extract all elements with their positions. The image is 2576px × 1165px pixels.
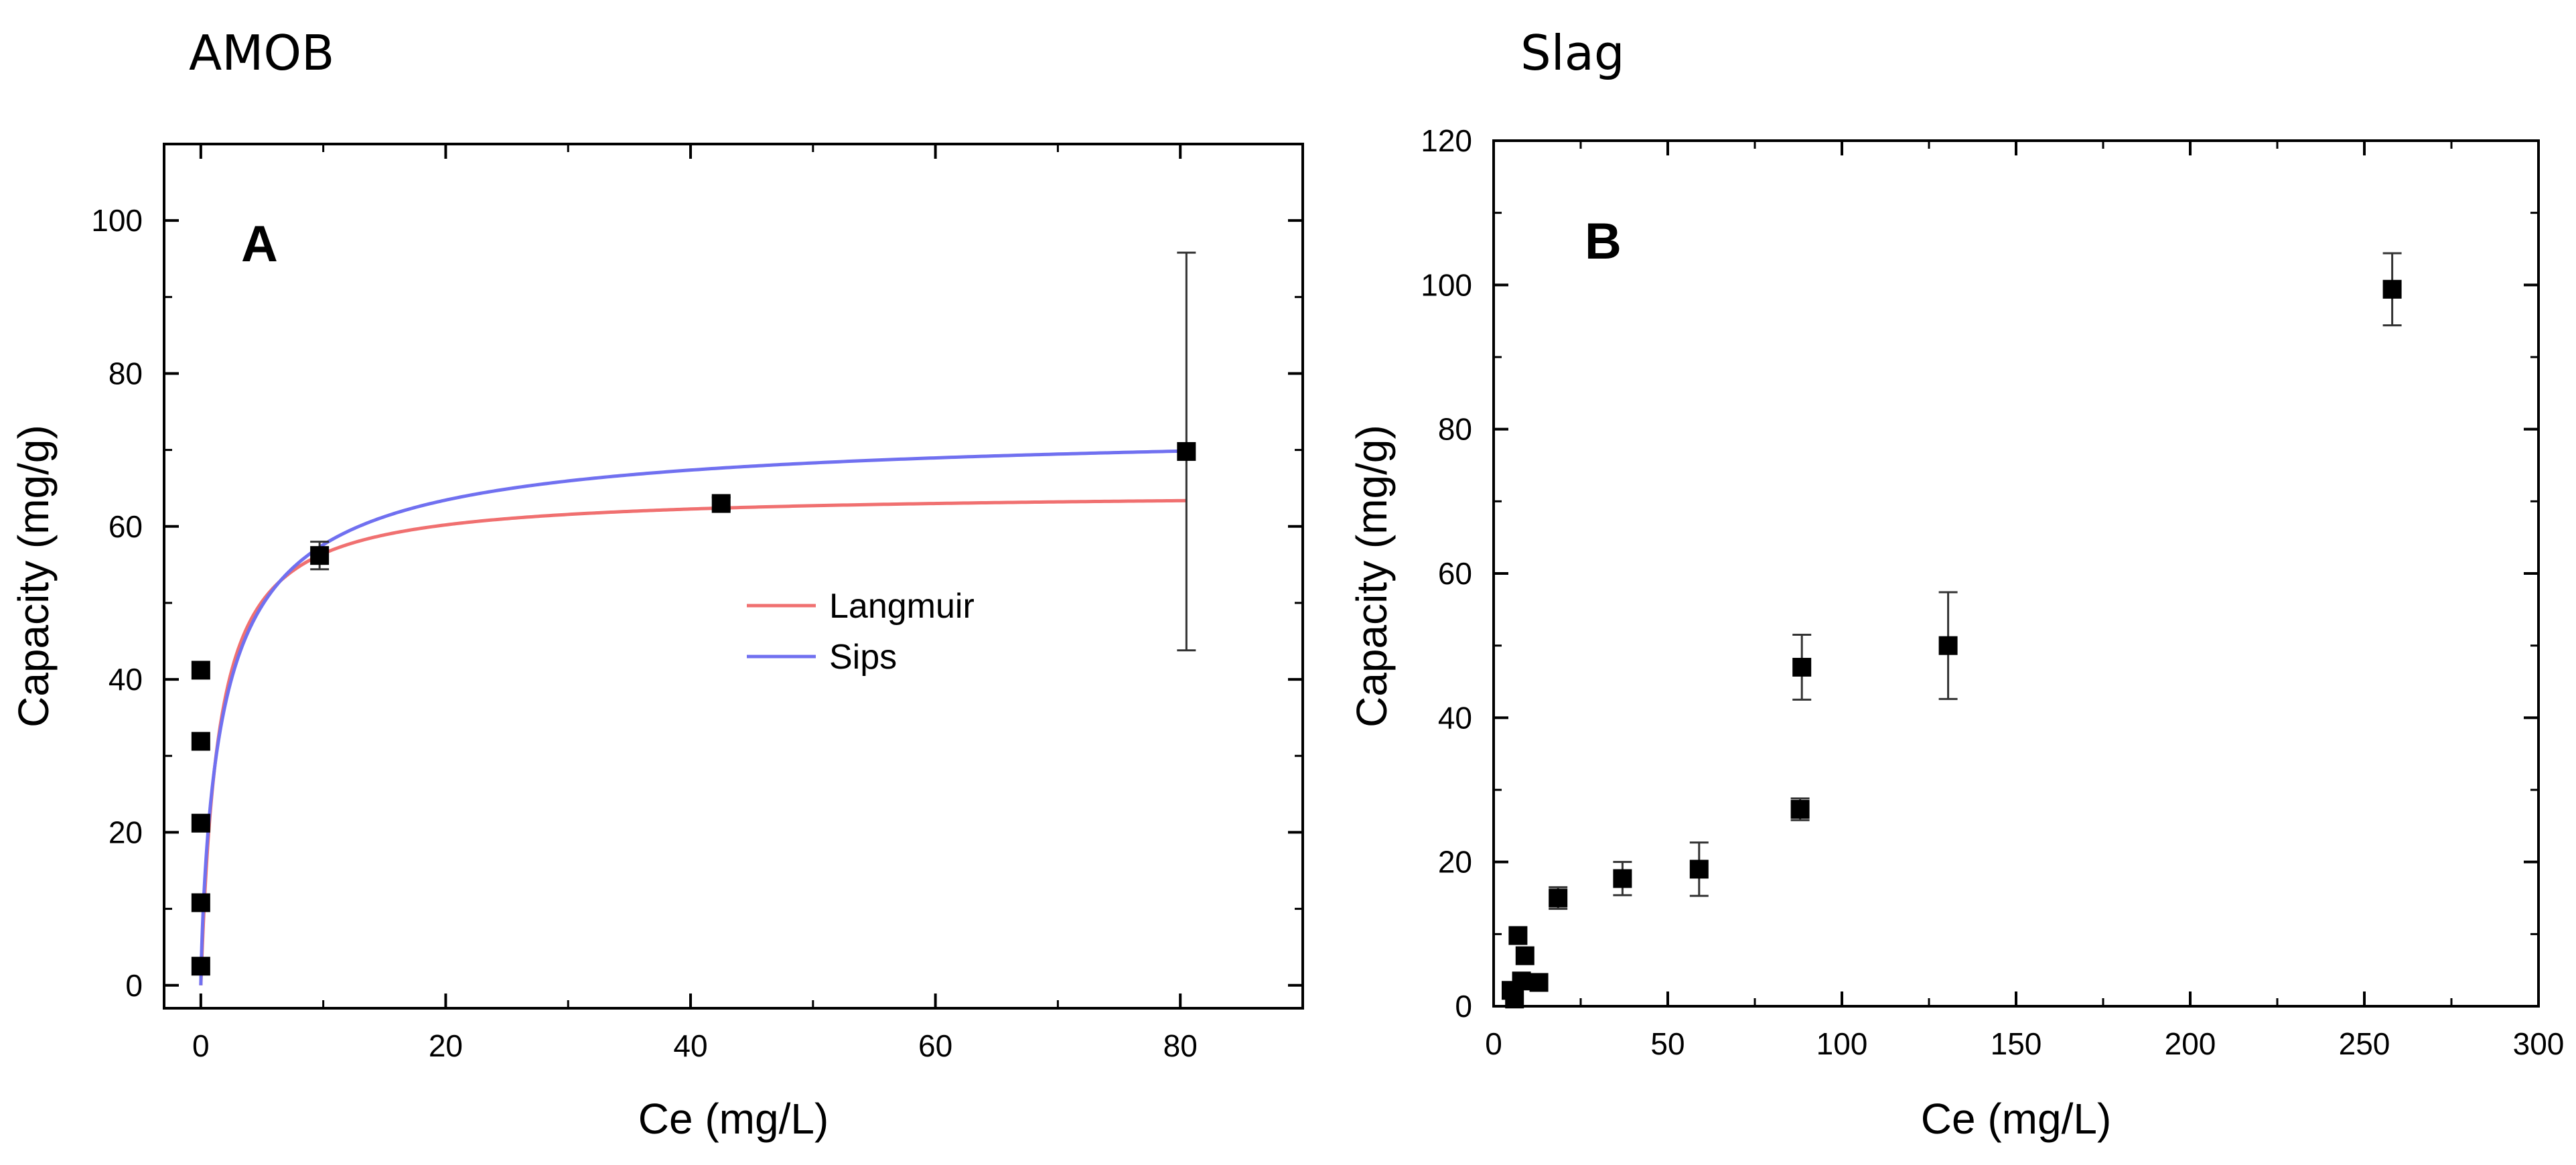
panel-a-letter: A — [241, 216, 278, 273]
panel-a-y-tick-label: 0 — [125, 968, 143, 1003]
panel-b-y-axis-label: Capacity (mg/g) — [1348, 425, 1396, 728]
panel-b-x-tick-label: 300 — [2513, 1026, 2565, 1061]
panel-a-x-tick-label: 40 — [673, 1028, 707, 1063]
panel-b-y-tick-label: 100 — [1421, 267, 1472, 302]
panel-b-data-point — [1515, 946, 1534, 965]
panel-a-x-axis-label: Ce (mg/L) — [638, 1095, 829, 1143]
panel-b-data-point — [1549, 888, 1568, 908]
panel-b-y-tick-label: 20 — [1438, 845, 1472, 880]
panel-b-x-axis-label: Ce (mg/L) — [1921, 1095, 2112, 1143]
panel-b-x-tick-label: 50 — [1650, 1026, 1685, 1061]
panel-b-plot-frame — [1492, 139, 2540, 1008]
panel-a-x-tick-label: 80 — [1163, 1028, 1198, 1063]
panel-b-ticks: 0 50 100 150 200 250 300 0 20 40 60 80 100 120 — [1421, 123, 2564, 1061]
panel-a-legend: Langmuir Sips — [747, 587, 975, 677]
panel-b-x-tick-label: 250 — [2339, 1026, 2390, 1061]
panel-b-y-tick-label: 60 — [1438, 556, 1472, 591]
panel-b-data-point — [1508, 926, 1528, 945]
panel-a-y-tick-label: 80 — [109, 356, 143, 391]
panel-a-plot-frame — [163, 143, 1304, 1010]
panel-b-y-tick-label: 40 — [1438, 700, 1472, 735]
panel-a-y-tick-label: 60 — [109, 509, 143, 544]
panel-a-data-point — [1177, 441, 1196, 461]
panel-a-chart: AMOB A 0 20 40 60 80 0 20 40 60 80 100 Langmuir Si… — [9, 25, 1304, 1143]
panel-a-y-axis-label: Capacity (mg/g) — [9, 425, 58, 728]
panel-a-x-tick-label: 60 — [918, 1028, 952, 1063]
panel-b-y-tick-label: 80 — [1438, 412, 1472, 447]
panel-a-x-tick-label: 0 — [192, 1028, 210, 1063]
panel-b-data-point — [1529, 973, 1549, 992]
panel-a-fit-curves — [199, 449, 1187, 985]
panel-a-data-points — [191, 251, 1196, 976]
panel-b-data-point — [1512, 971, 1531, 991]
panel-a-data-point — [310, 546, 330, 565]
panel-a-y-tick-label: 40 — [109, 662, 143, 697]
panel-a-data-point — [191, 893, 210, 912]
legend-sips-label: Sips — [829, 638, 897, 677]
panel-a-fit-curve-sips — [199, 449, 1187, 985]
panel-b-x-tick-label: 100 — [1816, 1026, 1868, 1061]
panel-b-x-tick-label: 0 — [1485, 1026, 1502, 1061]
panel-b-data-point — [1689, 860, 1709, 879]
panel-a-heading: AMOB — [189, 25, 334, 81]
panel-b-data-point — [1790, 800, 1810, 819]
panel-b-data-point — [1938, 636, 1958, 655]
panel-a-data-point — [711, 494, 731, 513]
panel-b-x-tick-label: 150 — [1991, 1026, 2042, 1061]
panel-b-data-point — [1613, 869, 1632, 888]
panel-a-y-tick-label: 100 — [91, 203, 143, 238]
panel-a-fit-curve-langmuir — [199, 498, 1187, 985]
panel-a-data-point — [191, 732, 210, 751]
panel-a-y-tick-label: 20 — [109, 815, 143, 849]
legend-langmuir-label: Langmuir — [829, 587, 975, 626]
panel-b-data-point — [2382, 279, 2402, 299]
panel-b-chart: Slag B 0 50 100 150 200 250 300 0 20 40 60 80 100 120… — [1348, 25, 2564, 1143]
panel-a-data-point — [191, 957, 210, 976]
panel-a-ticks: 0 20 40 60 80 0 20 40 60 80 100 — [91, 144, 1303, 1063]
panel-a-x-tick-label: 20 — [429, 1028, 463, 1063]
panel-a-data-point — [191, 813, 210, 833]
panel-b-x-tick-label: 200 — [2165, 1026, 2216, 1061]
panel-b-data-point — [1792, 657, 1812, 677]
panel-b-data-points — [1502, 252, 2402, 1009]
panel-b-y-tick-label: 120 — [1421, 123, 1472, 158]
panel-b-y-tick-label: 0 — [1455, 989, 1472, 1024]
panel-a-data-point — [191, 661, 210, 680]
panel-b-letter: B — [1585, 213, 1622, 270]
panel-b-data-point — [1505, 989, 1524, 1009]
panel-b-heading: Slag — [1520, 25, 1625, 81]
